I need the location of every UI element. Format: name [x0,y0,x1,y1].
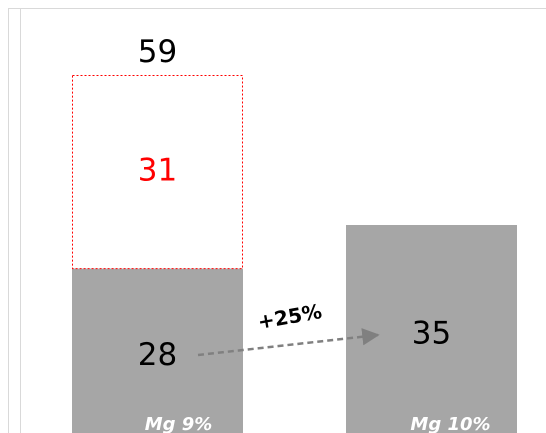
value-label: 28 [138,337,177,373]
total-label: 59 [138,34,177,70]
growth-arrow [197,328,380,357]
margin-label: Mg 9% [145,414,213,433]
growth-label: +25% [256,299,324,334]
gap-label: 31 [138,153,177,189]
margin-label: Mg 10% [410,414,490,433]
value-label: 35 [412,316,451,352]
bar [72,268,243,433]
frame [8,8,546,433]
gap-bar [72,75,243,270]
